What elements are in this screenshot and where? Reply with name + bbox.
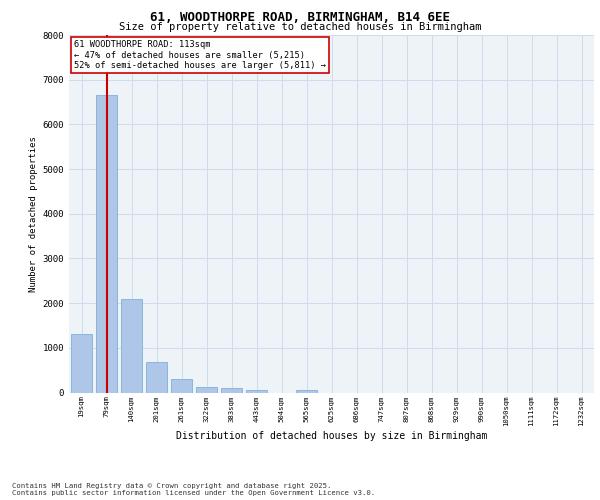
Text: Size of property relative to detached houses in Birmingham: Size of property relative to detached ho… (119, 22, 481, 32)
Text: 61, WOODTHORPE ROAD, BIRMINGHAM, B14 6EE: 61, WOODTHORPE ROAD, BIRMINGHAM, B14 6EE (150, 11, 450, 24)
Bar (296, 390, 317, 392)
Text: Contains HM Land Registry data © Crown copyright and database right 2025.: Contains HM Land Registry data © Crown c… (12, 483, 331, 489)
Bar (146, 362, 167, 392)
Bar (121, 298, 142, 392)
Bar (246, 390, 267, 392)
Bar (196, 386, 217, 392)
Text: Contains public sector information licensed under the Open Government Licence v3: Contains public sector information licen… (12, 490, 375, 496)
Bar (171, 379, 192, 392)
Bar (71, 334, 92, 392)
Text: 61 WOODTHORPE ROAD: 113sqm
← 47% of detached houses are smaller (5,215)
52% of s: 61 WOODTHORPE ROAD: 113sqm ← 47% of deta… (74, 40, 326, 70)
X-axis label: Distribution of detached houses by size in Birmingham: Distribution of detached houses by size … (176, 432, 487, 442)
Bar (96, 96, 117, 393)
Y-axis label: Number of detached properties: Number of detached properties (29, 136, 38, 292)
Bar (221, 388, 242, 392)
